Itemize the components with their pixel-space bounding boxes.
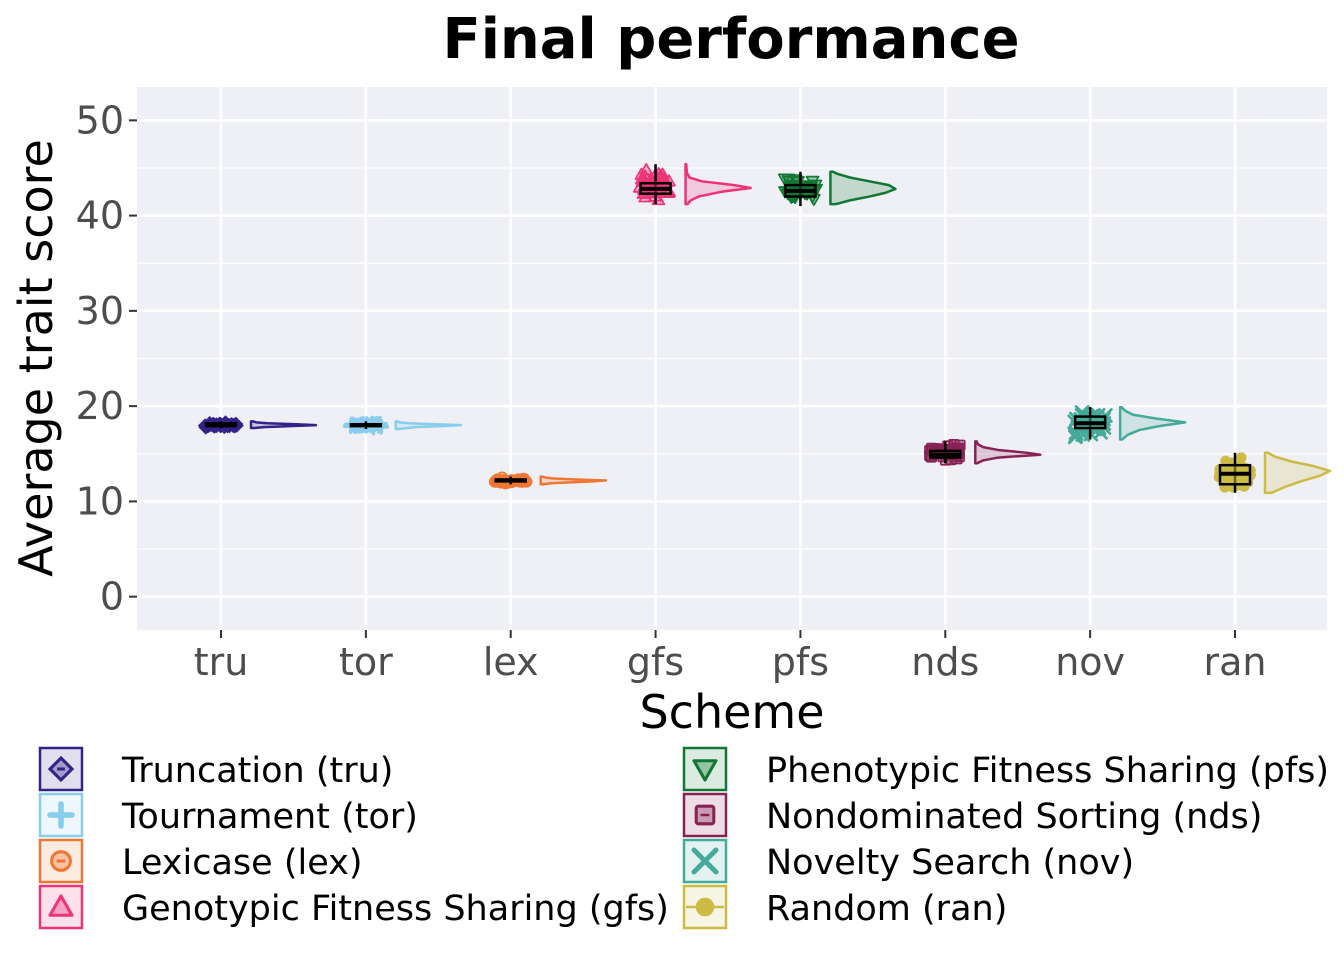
legend-label: Tournament (tor) [121,797,418,837]
legend-label: Random (ran) [766,889,1007,929]
boxplot-nds [929,441,962,464]
x-tick-label: tor [339,640,393,684]
data-point-gfs [638,190,653,203]
boxplot-tru [204,421,238,429]
legend-marker-gfs [48,894,74,917]
x-tick-label: nov [1055,640,1125,684]
grid-lines [137,87,1327,630]
boxplot-ran [1218,452,1252,493]
y-tick-label: 40 [76,194,124,238]
y-axis-title: Average trait score [9,139,63,577]
legend-item-nov: Novelty Search (nov) [682,838,1134,884]
legend-marker-tru [47,755,75,783]
y-tick-label: 0 [100,575,124,619]
legend-item-pfs: Phenotypic Fitness Sharing (pfs) [682,746,1329,792]
x-tick-label: nds [911,640,979,684]
data-point-pfs [777,173,792,186]
boxplot-layer [204,164,1252,493]
legend-marker-pfs [692,759,718,782]
legend-label: Lexicase (lex) [122,843,363,883]
violin-gfs [684,162,752,206]
violin-tor [394,420,463,431]
data-point-pfs [805,175,820,188]
y-axis: 0 10 20 30 40 50 [76,98,137,619]
legend-key [682,838,728,884]
x-tick-label: pfs [772,640,829,684]
violin-nds [974,440,1042,465]
legend-item-tru: Truncation (tru) [38,746,393,792]
legend-key [682,746,728,792]
legend-marker-nov [691,847,719,875]
violin-layer [249,162,1332,495]
data-point-nov [1067,429,1083,445]
x-axis: tru tor lex gfs pfs nds nov ran [194,630,1267,684]
legend-key [38,884,84,930]
y-tick-label: 10 [76,479,124,523]
legend-label: Genotypic Fitness Sharing (gfs) [122,889,669,929]
legend-item-ran: Random (ran) [682,884,1007,930]
x-tick-label: tru [194,640,249,684]
y-tick-label: 20 [76,384,124,428]
violin-lex [539,475,607,486]
legend-marker-nds [694,804,716,826]
legend-marker-tor [47,801,75,829]
y-tick-label: 30 [76,289,124,333]
chart-title: Final performance [442,7,1019,72]
x-axis-title: Scheme [639,685,824,739]
legend-label: Nondominated Sorting (nds) [766,797,1262,837]
boxplot-nov [1073,407,1107,440]
legend-item-tor: Tournament (tor) [38,792,418,838]
violin-pfs [829,170,897,206]
boxplot-gfs [639,164,672,205]
boxplot-pfs [784,171,817,207]
legend-item-lex: Lexicase (lex) [38,838,363,884]
legend-label: Phenotypic Fitness Sharing (pfs) [766,751,1329,791]
legend-label: Novelty Search (nov) [766,843,1134,883]
legend-label: Truncation (tru) [121,751,393,791]
y-tick-label: 50 [76,98,124,142]
boxplot-tor [349,421,383,429]
legend-marker-lex [50,850,72,872]
x-tick-label: lex [483,640,539,684]
data-point-pfs [788,174,803,187]
violin-nov [1118,405,1187,441]
boxplot-lex [494,476,527,485]
violin-ran [1263,451,1332,495]
violin-tru [249,420,318,430]
legend-item-gfs: Genotypic Fitness Sharing (gfs) [38,884,669,930]
x-tick-label: ran [1204,640,1267,684]
legend-marker-ran [695,897,715,917]
legend: Truncation (tru) Tournament (tor) Lexicase… [38,746,1329,930]
x-tick-label: gfs [627,640,684,684]
legend-item-nds: Nondominated Sorting (nds) [682,792,1262,838]
